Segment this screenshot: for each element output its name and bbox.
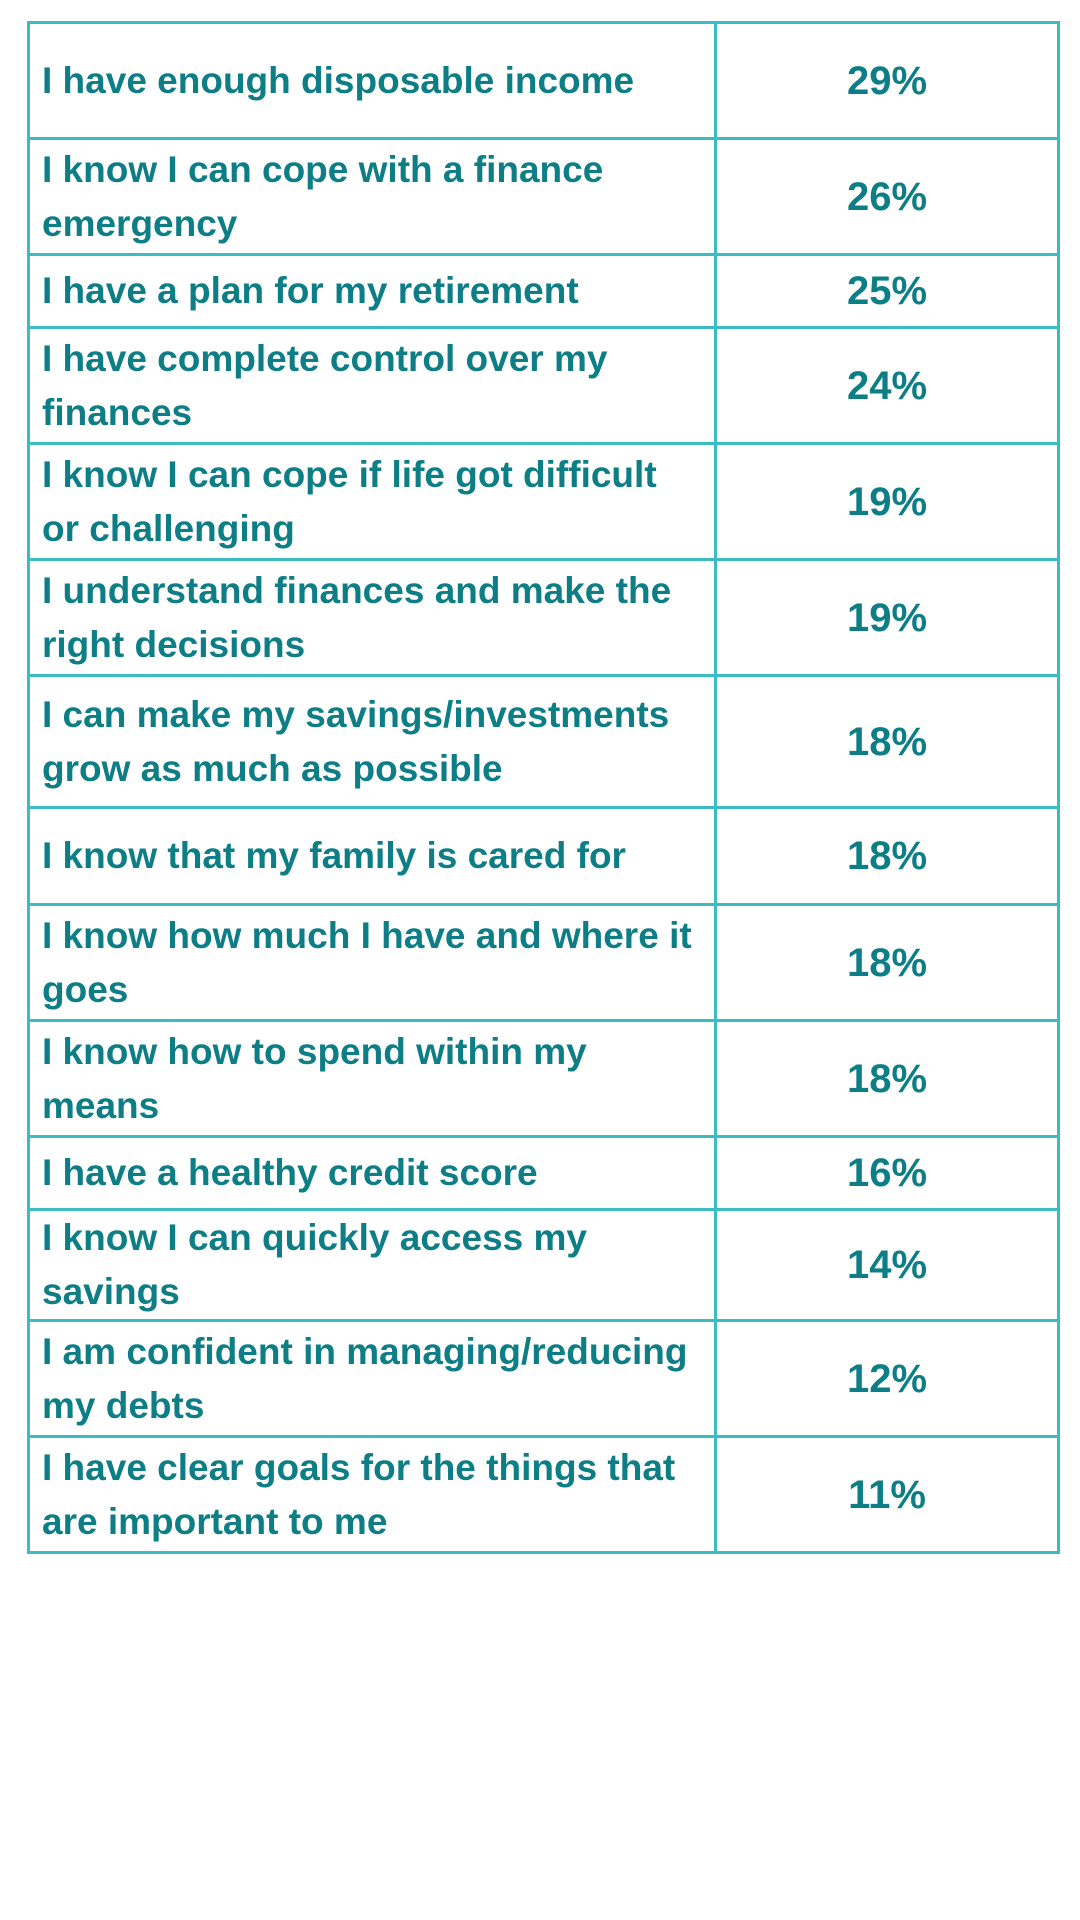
statement-cell: I have enough disposable income bbox=[27, 21, 717, 140]
statement-cell: I know I can quickly access my savings bbox=[27, 1208, 717, 1322]
statement-cell: I know I can cope if life got difficult … bbox=[27, 442, 717, 561]
table-row: I can make my savings/investments grow a… bbox=[27, 674, 1060, 809]
percentage-cell: 29% bbox=[714, 21, 1060, 140]
percentage-cell: 18% bbox=[714, 806, 1060, 906]
statements-table-body: I have enough disposable income 29% I kn… bbox=[27, 21, 1060, 1554]
table-row: I know I can cope if life got difficult … bbox=[27, 442, 1060, 561]
table-row: I know how much I have and where it goes… bbox=[27, 903, 1060, 1022]
statement-cell: I am confident in managing/reducing my d… bbox=[27, 1319, 717, 1438]
statement-cell: I know how much I have and where it goes bbox=[27, 903, 717, 1022]
statement-cell: I understand finances and make the right… bbox=[27, 558, 717, 677]
percentage-cell: 19% bbox=[714, 442, 1060, 561]
table-row: I have complete control over my finances… bbox=[27, 326, 1060, 445]
percentage-cell: 26% bbox=[714, 137, 1060, 256]
percentage-cell: 11% bbox=[714, 1435, 1060, 1554]
percentage-cell: 24% bbox=[714, 326, 1060, 445]
table-row: I know I can cope with a finance emergen… bbox=[27, 137, 1060, 256]
table-row: I have clear goals for the things that a… bbox=[27, 1435, 1060, 1554]
percentage-cell: 19% bbox=[714, 558, 1060, 677]
statement-cell: I have complete control over my finances bbox=[27, 326, 717, 445]
statement-cell: I know how to spend within my means bbox=[27, 1019, 717, 1138]
percentage-cell: 18% bbox=[714, 674, 1060, 809]
table-row: I have a plan for my retirement 25% bbox=[27, 253, 1060, 329]
percentage-cell: 12% bbox=[714, 1319, 1060, 1438]
statement-cell: I know I can cope with a finance emergen… bbox=[27, 137, 717, 256]
table-row: I know I can quickly access my savings 1… bbox=[27, 1208, 1060, 1322]
table-row: I understand finances and make the right… bbox=[27, 558, 1060, 677]
table-row: I have a healthy credit score 16% bbox=[27, 1135, 1060, 1211]
statement-cell: I have clear goals for the things that a… bbox=[27, 1435, 717, 1554]
percentage-cell: 14% bbox=[714, 1208, 1060, 1322]
percentage-cell: 18% bbox=[714, 903, 1060, 1022]
statement-cell: I know that my family is cared for bbox=[27, 806, 717, 906]
percentage-cell: 16% bbox=[714, 1135, 1060, 1211]
percentage-cell: 18% bbox=[714, 1019, 1060, 1138]
table-row: I know that my family is cared for 18% bbox=[27, 806, 1060, 906]
table-row: I have enough disposable income 29% bbox=[27, 21, 1060, 140]
table-row: I know how to spend within my means 18% bbox=[27, 1019, 1060, 1138]
statements-table: I have enough disposable income 29% I kn… bbox=[27, 21, 1060, 1554]
statement-cell: I can make my savings/investments grow a… bbox=[27, 674, 717, 809]
table-row: I am confident in managing/reducing my d… bbox=[27, 1319, 1060, 1438]
percentage-cell: 25% bbox=[714, 253, 1060, 329]
statement-cell: I have a plan for my retirement bbox=[27, 253, 717, 329]
statement-cell: I have a healthy credit score bbox=[27, 1135, 717, 1211]
